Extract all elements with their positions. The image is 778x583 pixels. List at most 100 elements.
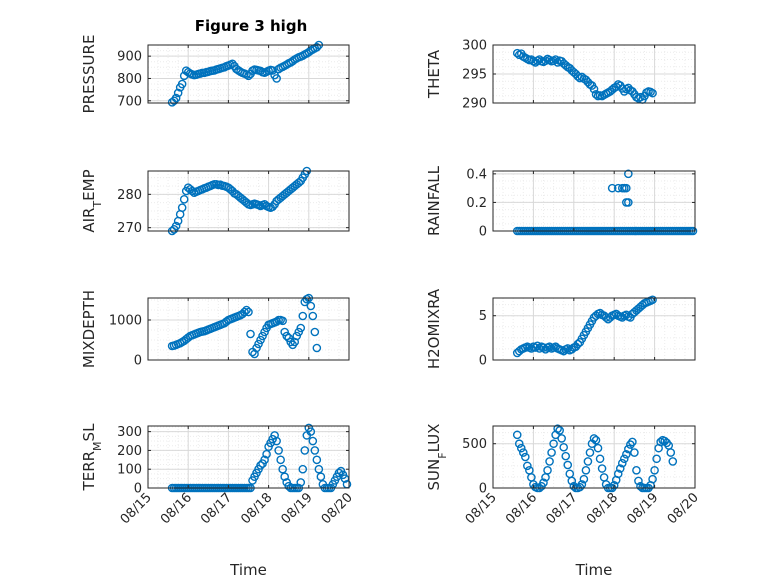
- y-tick-label: 0.4: [466, 167, 487, 182]
- x-tick-label: 08/19: [624, 490, 661, 527]
- data-point: [615, 464, 625, 473]
- x-tick-label: 08/18: [584, 490, 621, 527]
- y-axis-label: MIXDEPTH: [80, 290, 98, 368]
- data-point: [567, 476, 577, 486]
- data-point: [242, 70, 251, 79]
- data-point: [539, 343, 548, 352]
- data-point: [278, 464, 287, 474]
- panel-2: 290 295 300 THETA: [425, 39, 696, 112]
- axes-box: [147, 44, 350, 104]
- data-point: [611, 82, 621, 92]
- data-point: [559, 442, 569, 452]
- data-point: [652, 454, 661, 464]
- panel-6: 0 5 H2OMIXRA: [425, 288, 696, 369]
- data-point: [173, 88, 183, 98]
- axes-box: [492, 297, 696, 361]
- axes-box: [492, 425, 696, 489]
- data-point: [282, 331, 291, 341]
- data-point: [595, 454, 605, 464]
- data-point: [262, 449, 271, 459]
- x-axis-label: Time: [575, 561, 613, 579]
- data-point: [628, 437, 637, 447]
- axes-box: [147, 425, 350, 489]
- data-point: [656, 437, 665, 447]
- data-point: [589, 434, 599, 443]
- data-point: [525, 465, 534, 475]
- data-point: [298, 311, 308, 321]
- data-point: [555, 426, 564, 435]
- data-point: [312, 343, 322, 353]
- data-point: [310, 446, 320, 455]
- data-point: [254, 339, 263, 349]
- data-point: [553, 424, 562, 433]
- data-point: [242, 305, 251, 315]
- data-point: [553, 58, 562, 67]
- data-point: [622, 450, 631, 459]
- panel-5: 0 1000 MIXDEPTH: [80, 290, 350, 369]
- data-point: [624, 444, 633, 454]
- data-point: [581, 465, 591, 475]
- data-point: [272, 74, 281, 83]
- data-point: [244, 71, 253, 81]
- y-tick-label: 295: [462, 68, 487, 83]
- x-tick-label: 08/20: [665, 490, 702, 527]
- data-point: [280, 327, 289, 337]
- axes-box: [492, 170, 696, 232]
- data-point: [545, 457, 554, 466]
- y-tick-label: 300: [117, 425, 142, 440]
- data-point: [569, 481, 579, 491]
- data-point: [256, 335, 265, 345]
- data-point: [171, 221, 181, 231]
- data-point: [597, 464, 607, 473]
- data-point: [276, 455, 285, 465]
- data-point: [512, 430, 522, 440]
- data-point: [523, 461, 532, 471]
- data-point: [543, 465, 552, 475]
- x-axis-label: Time: [229, 561, 267, 579]
- y-tick-label: 200: [117, 444, 142, 459]
- data-point: [256, 461, 265, 470]
- data-point: [177, 203, 187, 212]
- data-point: [260, 455, 269, 465]
- data-point: [284, 333, 294, 343]
- data-point: [539, 478, 548, 487]
- data-point: [591, 435, 601, 445]
- y-axis-label: RAINFALL: [425, 165, 443, 236]
- data-point: [563, 344, 573, 353]
- figure-title: Figure 3 high: [195, 17, 308, 35]
- data-point: [648, 295, 657, 305]
- data-point: [258, 331, 267, 341]
- data-point: [648, 88, 657, 98]
- data-point: [268, 202, 277, 211]
- y-tick-label: 0.2: [466, 196, 487, 211]
- data-point: [240, 307, 249, 317]
- x-tick-label: 08/18: [238, 490, 275, 527]
- data-point: [624, 169, 633, 179]
- y-tick-label: 700: [117, 94, 142, 109]
- data-point: [252, 343, 261, 353]
- data-point: [547, 448, 556, 457]
- data-point: [589, 84, 599, 94]
- x-tick-label: 08/16: [158, 490, 195, 527]
- y-tick-label: 0: [479, 225, 487, 240]
- data-point: [519, 448, 528, 457]
- data-point: [316, 472, 326, 482]
- data-point: [272, 436, 281, 446]
- data-point: [298, 464, 308, 474]
- data-point: [187, 186, 197, 196]
- data-point: [561, 451, 571, 461]
- x-tick-label: 08/17: [198, 490, 235, 527]
- y-axis-label: H2OMIXRA: [425, 288, 443, 369]
- y-tick-label: 100: [117, 463, 142, 478]
- data-point: [666, 448, 676, 457]
- data-point: [622, 183, 631, 193]
- data-point: [579, 474, 589, 484]
- data-point: [308, 311, 318, 321]
- data-point: [296, 478, 306, 487]
- y-tick-label: 1000: [109, 314, 142, 329]
- y-axis-label: SUNFLUX: [425, 424, 449, 491]
- data-point: [244, 307, 253, 317]
- y-tick-label: 0: [479, 354, 487, 369]
- y-tick-label: 5: [479, 309, 487, 324]
